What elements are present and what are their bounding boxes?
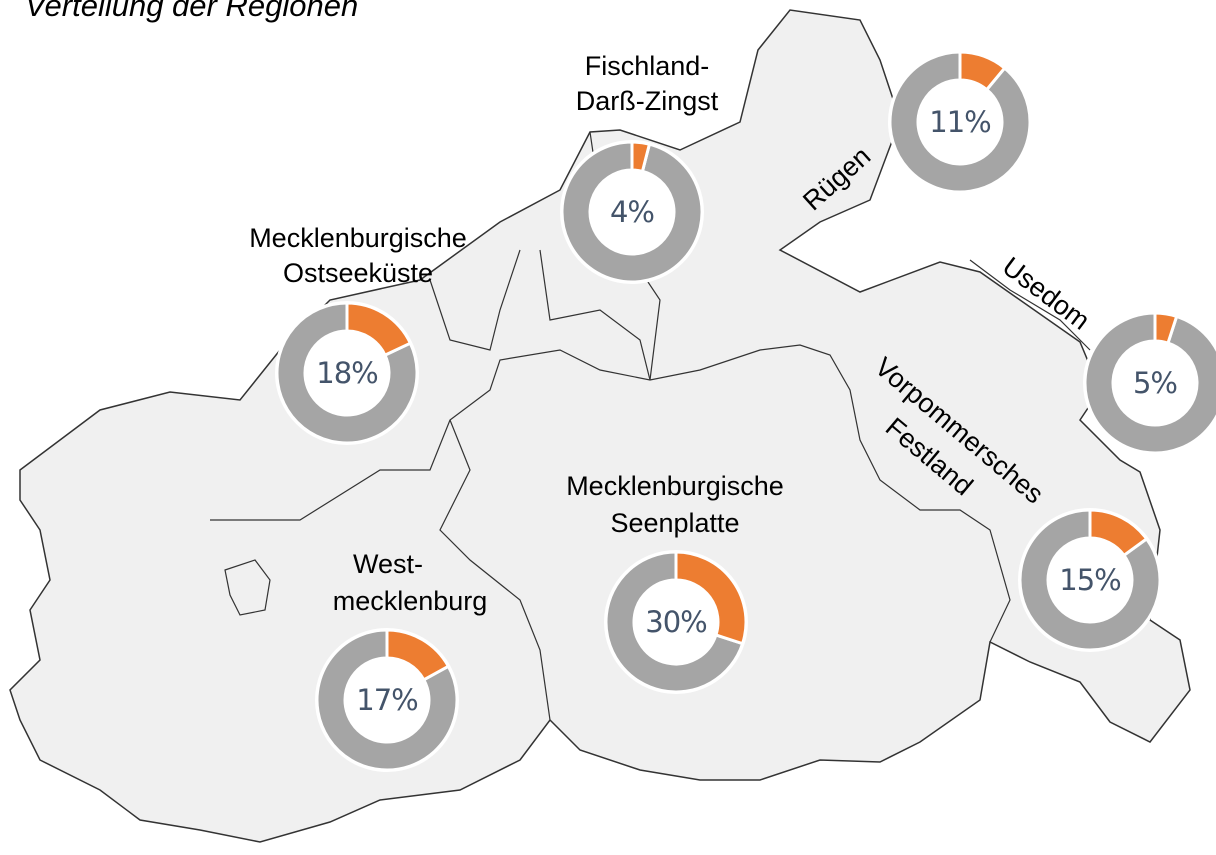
donut-rest [604, 550, 745, 694]
region-border [429, 249, 521, 351]
state-outline [9, 9, 1191, 843]
region-name: Mecklenburgische [249, 223, 467, 253]
region-name: Ostseeküste [283, 258, 433, 288]
region-name: mecklenburg [333, 586, 488, 616]
region-name: Mecklenburgische [566, 471, 784, 501]
donut-share [1088, 508, 1149, 558]
value-label: 30% [645, 605, 706, 639]
map-title: Verteilung der Regionen [25, 0, 358, 23]
island [224, 559, 271, 616]
value-label: 17% [356, 683, 417, 717]
donut-share [345, 301, 413, 358]
region-border [539, 249, 651, 381]
donut-share [958, 50, 1007, 92]
donut-hole [919, 81, 1001, 163]
donut-hole [591, 171, 673, 253]
donut-hole [1114, 342, 1196, 424]
region-name: Darß-Zingst [576, 86, 719, 116]
region-name: Seenplatte [610, 508, 739, 538]
donut-hole [635, 581, 717, 663]
donut-rest [888, 50, 1032, 194]
donut-share [385, 628, 451, 682]
donut-share [1153, 311, 1179, 345]
donut-hole [346, 659, 428, 741]
region-name: West- [353, 549, 423, 579]
donut-rest [275, 301, 419, 445]
donut-hole [306, 332, 388, 414]
donut-share [630, 140, 652, 174]
value-label: 4% [610, 195, 654, 229]
value-label: 5% [1133, 366, 1177, 400]
coast-line [969, 259, 1091, 351]
region-name: Fischland- [585, 51, 710, 81]
value-label: 15% [1059, 563, 1120, 597]
donut-hole [1049, 539, 1131, 621]
value-label: 11% [929, 105, 990, 139]
region-border [439, 419, 551, 721]
region-border [210, 344, 1011, 643]
donut-rest [315, 628, 459, 772]
value-label: 18% [316, 356, 377, 390]
donut-rest [560, 140, 704, 284]
donut-rest [1018, 508, 1162, 652]
donut-share [674, 550, 748, 646]
